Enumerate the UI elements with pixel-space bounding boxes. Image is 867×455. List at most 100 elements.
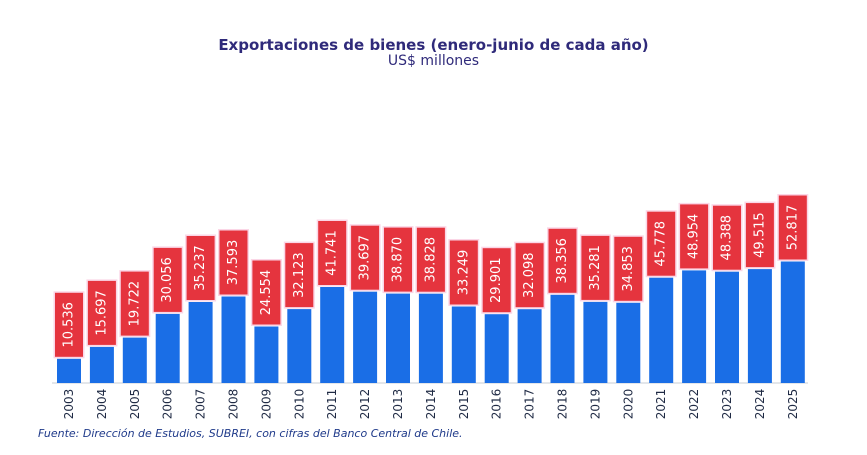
data-label-box bbox=[120, 271, 149, 336]
data-label-2010: 32.123 bbox=[283, 241, 315, 309]
x-tick-labels-layer: 2003 2004 2005 2006 2007 2008 2009 2010 2011 2012… bbox=[62, 389, 800, 420]
data-label-box bbox=[680, 204, 709, 269]
data-label-box bbox=[614, 236, 643, 301]
x-tick-label-2022: 2022 bbox=[687, 389, 701, 420]
data-label-2011: 41.741 bbox=[316, 219, 348, 287]
data-label-box bbox=[647, 211, 676, 276]
data-label-box bbox=[285, 243, 314, 308]
bar-2003 bbox=[57, 358, 81, 383]
data-label-box bbox=[351, 225, 380, 290]
data-label-text: 32.098 bbox=[522, 252, 537, 298]
bar-2024 bbox=[747, 269, 772, 383]
data-label-2019: 35.281 bbox=[579, 234, 611, 302]
x-tick-label-2025: 2025 bbox=[786, 389, 800, 420]
x-tick-label-2024: 2024 bbox=[753, 389, 767, 420]
data-label-text: 35.237 bbox=[193, 245, 208, 291]
x-tick-label-2009: 2009 bbox=[259, 389, 273, 420]
chart-title: Exportaciones de bienes (enero-junio de … bbox=[218, 36, 649, 54]
data-label-text: 10.536 bbox=[62, 302, 77, 348]
x-tick-label-2016: 2016 bbox=[490, 389, 504, 420]
data-label-box bbox=[745, 203, 774, 268]
data-label-text: 30.056 bbox=[160, 257, 175, 303]
x-tick-label-2023: 2023 bbox=[720, 389, 734, 420]
x-tick-label-2020: 2020 bbox=[621, 389, 635, 420]
data-label-2004: 15.697 bbox=[86, 279, 118, 347]
data-label-2012: 39.697 bbox=[349, 224, 381, 292]
data-label-text: 38.870 bbox=[391, 237, 406, 283]
chart-subtitle: US$ millones bbox=[387, 53, 480, 69]
bar-2025 bbox=[780, 261, 805, 383]
data-label-2016: 29.901 bbox=[481, 246, 513, 314]
data-label-text: 33.249 bbox=[456, 250, 471, 296]
x-tick-label-2005: 2005 bbox=[128, 389, 142, 420]
bar-2007 bbox=[188, 302, 213, 383]
data-label-box bbox=[713, 205, 741, 270]
data-label-box bbox=[416, 227, 445, 292]
bar-2008 bbox=[221, 296, 246, 383]
data-label-box bbox=[153, 247, 182, 312]
data-label-2014: 38.828 bbox=[415, 226, 447, 294]
bar-2006 bbox=[155, 313, 180, 383]
bar-2017 bbox=[517, 309, 542, 383]
data-label-box bbox=[87, 280, 116, 345]
x-tick-label-2011: 2011 bbox=[325, 389, 339, 420]
x-tick-label-2014: 2014 bbox=[424, 389, 438, 420]
data-label-2020: 34.853 bbox=[612, 235, 644, 303]
x-tick-label-2012: 2012 bbox=[358, 389, 372, 420]
data-label-2015: 33.249 bbox=[448, 239, 480, 306]
bar-2022 bbox=[682, 270, 707, 383]
data-label-2022: 48.954 bbox=[678, 202, 710, 270]
bar-2012 bbox=[353, 291, 378, 383]
data-label-text: 24.554 bbox=[259, 270, 274, 316]
data-label-2023: 48.388 bbox=[711, 204, 743, 272]
bar-2020 bbox=[616, 302, 641, 383]
data-label-2024: 49.515 bbox=[744, 201, 776, 269]
bar-2010 bbox=[287, 309, 312, 383]
data-label-text: 48.954 bbox=[687, 214, 702, 260]
bar-2016 bbox=[484, 314, 509, 383]
data-label-2025: 52.817 bbox=[777, 194, 809, 261]
data-label-box bbox=[449, 240, 478, 305]
data-label-text: 39.697 bbox=[358, 235, 373, 281]
data-label-text: 41.741 bbox=[325, 230, 340, 276]
bar-2014 bbox=[418, 293, 443, 383]
bar-2011 bbox=[320, 287, 345, 383]
bar-2015 bbox=[451, 306, 476, 383]
data-label-box bbox=[384, 227, 412, 292]
data-labels-layer: 10.536 15.697 19.722 30.056 35.237 37.593 24.5… bbox=[53, 194, 809, 359]
x-tick-label-2017: 2017 bbox=[523, 389, 537, 420]
data-label-2007: 35.237 bbox=[185, 234, 217, 302]
data-label-text: 38.356 bbox=[555, 238, 570, 284]
x-tick-label-2004: 2004 bbox=[95, 389, 109, 420]
data-label-2005: 19.722 bbox=[119, 270, 151, 338]
x-tick-label-2021: 2021 bbox=[654, 389, 668, 420]
data-label-box bbox=[778, 195, 807, 260]
data-label-box bbox=[219, 230, 248, 295]
data-label-box bbox=[252, 260, 281, 325]
x-tick-label-2019: 2019 bbox=[588, 389, 602, 420]
bar-2013 bbox=[386, 293, 410, 383]
data-label-text: 38.828 bbox=[423, 237, 438, 283]
x-tick-label-2015: 2015 bbox=[457, 389, 471, 420]
data-label-2017: 32.098 bbox=[514, 241, 546, 309]
data-label-text: 37.593 bbox=[226, 240, 241, 286]
data-label-box bbox=[548, 228, 577, 293]
bar-2004 bbox=[89, 346, 114, 383]
x-tick-label-2003: 2003 bbox=[62, 389, 76, 420]
bar-2009 bbox=[254, 326, 279, 383]
data-label-text: 52.817 bbox=[785, 205, 800, 251]
data-label-box bbox=[482, 248, 511, 313]
data-label-2018: 38.356 bbox=[547, 227, 578, 295]
source-note: Fuente: Dirección de Estudios, SUBREI, c… bbox=[38, 427, 463, 440]
data-label-2009: 24.554 bbox=[250, 259, 282, 326]
bar-2005 bbox=[122, 337, 147, 383]
x-tick-label-2018: 2018 bbox=[556, 389, 570, 420]
data-label-text: 49.515 bbox=[752, 212, 767, 258]
x-tick-label-2010: 2010 bbox=[292, 389, 306, 420]
data-label-box bbox=[186, 236, 215, 300]
data-label-2003: 10.536 bbox=[53, 291, 85, 359]
data-label-text: 15.697 bbox=[94, 290, 109, 336]
data-label-text: 34.853 bbox=[621, 246, 636, 292]
bar-2019 bbox=[583, 301, 608, 383]
data-label-box bbox=[318, 221, 347, 285]
